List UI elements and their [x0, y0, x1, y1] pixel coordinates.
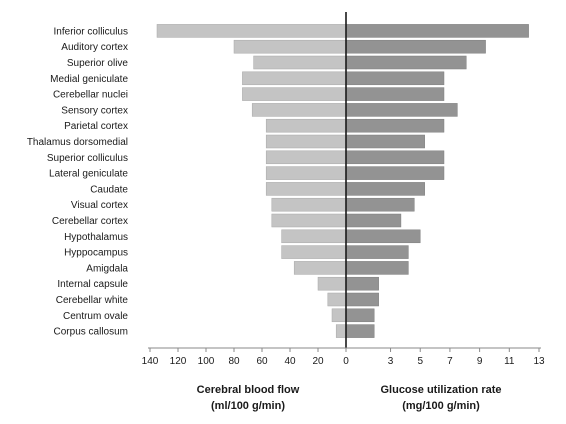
glucose-rate-bar [345, 134, 425, 149]
category-label: Parietal cortex [64, 121, 128, 132]
blood-flow-bar [156, 24, 347, 38]
glucose-rate-bar [345, 229, 421, 244]
category-label: Auditory cortex [61, 42, 128, 53]
left-tick-label: 60 [256, 356, 268, 367]
blood-flow-bar [265, 182, 347, 196]
glucose-rate-bar [345, 182, 425, 196]
category-label: Centrum ovale [63, 311, 128, 322]
right-tick-label: 13 [533, 356, 545, 367]
left-tick-label: 100 [198, 356, 215, 367]
right-axis-title-line2: (mg/100 g/min) [402, 400, 480, 412]
category-label: Superior colliculus [47, 153, 128, 164]
category-label: Corpus callosum [54, 327, 128, 338]
right-tick-label: 3 [388, 356, 394, 367]
blood-flow-bar [331, 308, 347, 323]
glucose-rate-bar [345, 308, 375, 323]
category-label: Lateral geniculate [49, 169, 128, 180]
glucose-rate-bar [345, 261, 409, 275]
glucose-rate-bar [345, 324, 375, 338]
category-label: Thalamus dorsomedial [27, 137, 128, 148]
left-tick-label: 40 [284, 356, 296, 367]
blood-flow-bar [317, 276, 347, 291]
blood-flow-bar [242, 87, 347, 101]
left-axis-title-line2: (ml/100 g/min) [211, 400, 285, 412]
glucose-rate-bar [345, 87, 445, 101]
glucose-rate-bar [345, 39, 486, 54]
blood-flow-bar [265, 134, 347, 149]
right-tick-label: 5 [417, 356, 423, 367]
category-label: Internal capsule [57, 279, 128, 290]
category-label: Cerebellar cortex [52, 216, 128, 227]
blood-flow-bar [265, 166, 347, 180]
category-label: Hyppocampus [64, 248, 128, 259]
right-tick-label: 9 [477, 356, 483, 367]
category-label: Medial geniculate [50, 74, 128, 85]
blood-flow-bar [335, 324, 347, 338]
glucose-rate-bar [345, 24, 529, 38]
left-tick-label: 20 [312, 356, 324, 367]
category-label: Superior olive [67, 58, 129, 69]
blood-flow-bar [251, 103, 347, 117]
glucose-rate-bar [345, 213, 402, 228]
blood-flow-bar [265, 150, 347, 165]
blood-flow-bar [281, 229, 347, 244]
right-tick-label: 11 [504, 356, 515, 367]
category-label: Hypothalamus [64, 232, 128, 243]
cerebral-blood-flow-bars [156, 24, 347, 338]
left-axis-ticks: 140 120 100 80 60 40 20 0 [142, 348, 349, 367]
right-axis-title-line1: Glucose utilization rate [380, 384, 501, 396]
right-axis-ticks: 3 5 7 9 11 13 [388, 348, 545, 367]
glucose-rate-bar [345, 103, 458, 117]
left-tick-label: 120 [170, 356, 187, 367]
left-tick-label: 0 [343, 356, 349, 367]
blood-flow-bar [271, 197, 347, 212]
glucose-rate-bar [345, 118, 445, 133]
category-label: Caudate [90, 184, 128, 195]
glucose-utilization-bars [345, 24, 529, 338]
blood-flow-bar [293, 261, 347, 275]
category-label: Sensory cortex [61, 105, 128, 116]
category-label: Cerebellar white [56, 295, 129, 306]
glucose-rate-bar [345, 245, 409, 259]
blood-flow-bar [327, 292, 347, 307]
blood-flow-bar [271, 213, 347, 228]
category-label: Inferior colliculus [54, 26, 128, 37]
glucose-rate-bar [345, 150, 445, 165]
blood-flow-bar [265, 118, 347, 133]
left-tick-label: 80 [228, 356, 240, 367]
category-label: Amigdala [86, 263, 128, 274]
glucose-rate-bar [345, 71, 445, 86]
glucose-rate-bar [345, 292, 379, 307]
glucose-rate-bar [345, 55, 467, 70]
right-tick-label: 7 [447, 356, 453, 367]
category-labels: Inferior colliculus Auditory cortex Superi… [27, 26, 129, 337]
glucose-rate-bar [345, 166, 445, 180]
left-axis-title-line1: Cerebral blood flow [197, 384, 300, 396]
glucose-rate-bar [345, 197, 415, 212]
blood-flow-bar [242, 71, 347, 86]
glucose-rate-bar [345, 276, 379, 291]
category-label: Visual cortex [71, 200, 128, 211]
blood-flow-bar [233, 39, 347, 54]
left-tick-label: 140 [142, 356, 159, 367]
blood-flow-bar [281, 245, 347, 259]
category-label: Cerebellar nuclei [53, 90, 128, 101]
blood-flow-bar [253, 55, 347, 70]
